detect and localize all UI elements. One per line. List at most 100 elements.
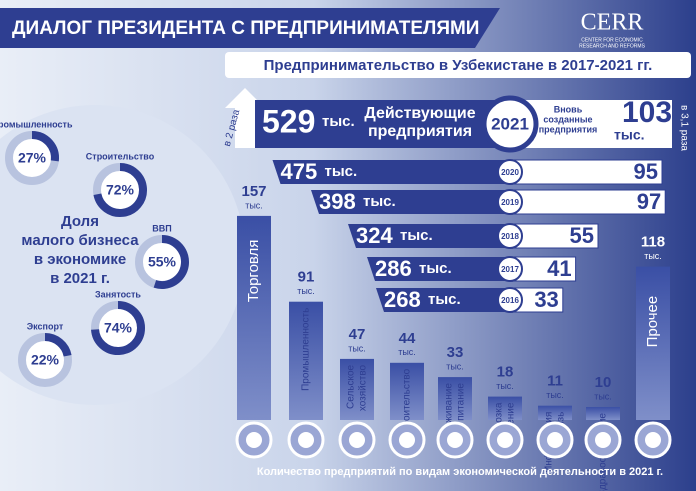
sector-bar	[538, 405, 572, 420]
sectors-caption: Количество предприятий по видам экономич…	[257, 466, 663, 478]
sector-value: 47	[349, 326, 366, 343]
active-label: Действующие	[364, 105, 475, 122]
sector-icon-inner	[547, 432, 563, 448]
sector-icon-inner	[298, 432, 314, 448]
share-title: в 2021 г.	[50, 270, 110, 287]
sector-bar	[237, 215, 271, 420]
active-bar	[311, 190, 510, 214]
growth-right: в 3,1 раза	[678, 105, 689, 151]
active-value: 475	[281, 159, 318, 184]
sector-value: 118	[641, 234, 665, 251]
unit: тыс.	[363, 193, 396, 210]
unit: тыс.	[398, 347, 416, 357]
sector-icon-inner	[645, 432, 661, 448]
sector-value: 10	[595, 374, 612, 391]
year-circle	[497, 256, 523, 282]
active-value: 286	[375, 256, 412, 281]
donut-arc	[93, 163, 147, 217]
sector-value: 157	[241, 183, 266, 200]
active-bar	[376, 288, 510, 312]
share-title: малого бизнеса	[21, 232, 139, 249]
new-bar	[510, 100, 672, 148]
active-bar	[348, 224, 510, 248]
sector-bar	[488, 396, 522, 420]
share-title: Доля	[61, 213, 99, 230]
active-value: 398	[319, 189, 356, 214]
active-value: 324	[356, 223, 393, 248]
sector-icon-inner	[447, 432, 463, 448]
unit: тыс.	[496, 381, 514, 391]
unit: тыс.	[594, 391, 612, 401]
title: ДИАЛОГ ПРЕЗИДЕНТА С ПРЕДПРИНИМАТЕЛЯМИ	[12, 18, 479, 39]
share-backdrop	[0, 105, 245, 405]
donut-arc	[31, 131, 59, 162]
donut-arc	[91, 301, 145, 355]
sector-name: Проживание	[444, 383, 455, 441]
year: 2021	[491, 114, 529, 133]
logo-subtitle: RESEARCH AND REFORMS	[579, 43, 646, 49]
unit: тыс.	[419, 260, 452, 277]
year-circle	[497, 159, 523, 185]
sector-value: 18	[497, 364, 514, 381]
donut-value: 22%	[31, 352, 60, 368]
donut-name: Промышленность	[0, 119, 73, 129]
year: 2020	[501, 168, 519, 177]
active-bar	[367, 257, 510, 281]
sector-icon-inner	[349, 432, 365, 448]
sector-bar	[438, 377, 472, 420]
new-label: Вновь	[554, 104, 583, 114]
sector-name: и питание	[456, 383, 467, 430]
unit: тыс.	[400, 227, 433, 244]
sector-name: Торговля	[245, 240, 262, 303]
year: 2016	[501, 296, 519, 305]
donut-value: 27%	[18, 150, 47, 166]
donut-arc	[153, 235, 189, 289]
year: 2017	[501, 265, 519, 274]
sector-icon-inner	[246, 432, 262, 448]
year-circle	[497, 287, 523, 313]
donut-arc	[44, 333, 72, 357]
logo: CERR	[581, 10, 644, 36]
unit: тыс.	[348, 343, 366, 353]
donut-name: ВВП	[152, 223, 171, 233]
sector-bar	[289, 301, 323, 420]
unit: тыс.	[614, 127, 645, 143]
active-value: 529	[262, 103, 315, 139]
sector-name: Сельское	[346, 364, 357, 409]
donut-name: Экспорт	[27, 321, 64, 331]
donut-name: Занятость	[95, 289, 141, 299]
sector-icon-inner	[399, 432, 415, 448]
year-circle	[481, 95, 539, 153]
sector-name: хозяйство	[358, 364, 369, 411]
active-bar	[272, 160, 510, 184]
sector-bar	[390, 362, 424, 420]
unit: тыс.	[245, 200, 263, 210]
unit: тыс.	[446, 361, 464, 371]
share-title: в экономике	[34, 251, 126, 268]
unit: тыс.	[325, 163, 358, 180]
unit: тыс.	[546, 390, 564, 400]
new-value: 103	[622, 96, 672, 129]
new-label: предприятия	[539, 124, 598, 134]
sector-value: 44	[399, 330, 416, 347]
subtitle-box	[225, 52, 691, 78]
new-value: 55	[570, 223, 594, 248]
new-value: 97	[637, 189, 661, 214]
sector-value: 11	[547, 373, 563, 390]
active-bar	[255, 100, 510, 148]
sector-name: Прочее	[644, 296, 661, 348]
title-banner	[0, 8, 500, 48]
new-label: созданные	[543, 114, 592, 124]
subtitle: Предпринимательство в Узбекистане в 2017…	[264, 57, 653, 74]
unit: тыс.	[297, 286, 315, 296]
new-value: 41	[547, 256, 571, 281]
new-bar	[509, 223, 599, 249]
sector-icon-inner	[595, 432, 611, 448]
logo-subtitle: CENTER FOR ECONOMIC	[581, 37, 643, 43]
active-label: предприятия	[368, 123, 472, 140]
unit: тыс.	[644, 251, 662, 261]
sector-name: Промышленность	[301, 308, 312, 391]
donut-value: 74%	[104, 320, 133, 336]
sector-icon-inner	[497, 432, 513, 448]
